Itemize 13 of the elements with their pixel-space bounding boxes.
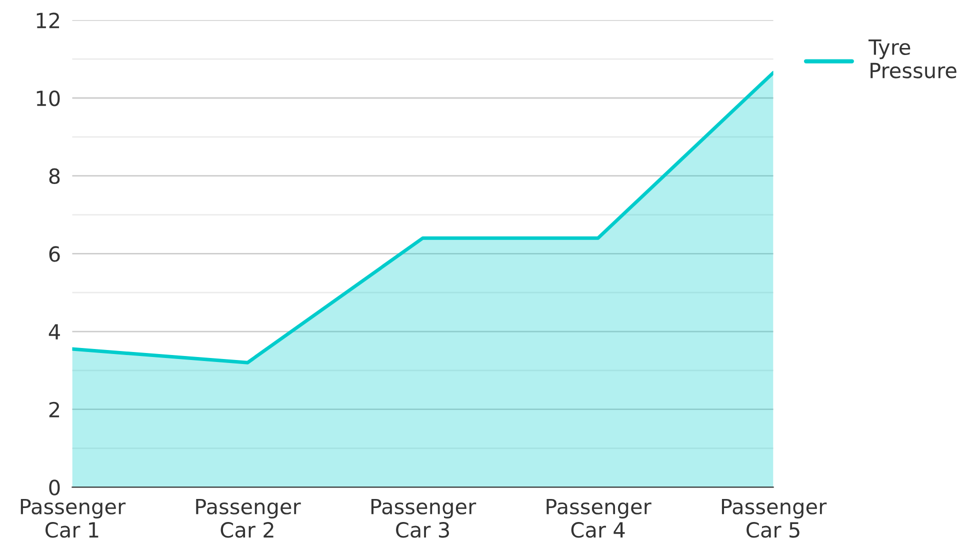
- x-tick-label: Passenger Car 4: [546, 498, 652, 538]
- x-tick-label: Passenger Car 2: [196, 498, 301, 538]
- y-tick-label: 10: [36, 90, 60, 106]
- y-tick-label: 2: [49, 402, 60, 418]
- y-tick-label: 12: [36, 12, 60, 28]
- y-tick-label: 8: [49, 168, 60, 184]
- legend-label: Tyre Pressure: [868, 40, 956, 78]
- y-tick-label: 4: [48, 324, 60, 340]
- y-tick-label: 0: [49, 480, 60, 496]
- y-tick-label: 6: [49, 246, 60, 262]
- x-tick-label: Passenger Car 1: [20, 498, 126, 538]
- x-tick-label: Passenger Car 5: [722, 498, 827, 538]
- x-tick-label: Passenger Car 3: [371, 498, 476, 538]
